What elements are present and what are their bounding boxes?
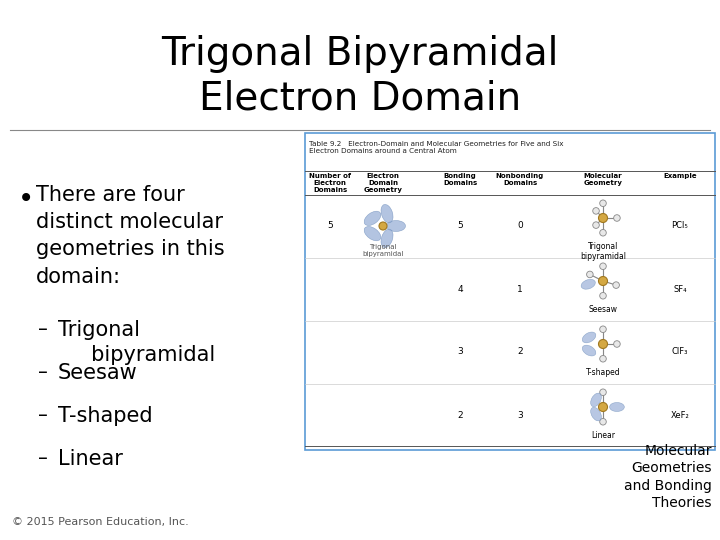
Text: Seesaw: Seesaw (58, 363, 138, 383)
Ellipse shape (610, 402, 624, 411)
Ellipse shape (364, 211, 381, 226)
Text: SF₄: SF₄ (673, 285, 687, 294)
Circle shape (598, 340, 608, 348)
Ellipse shape (590, 407, 601, 421)
Text: Trigonal Bipyramidal: Trigonal Bipyramidal (161, 35, 559, 73)
Ellipse shape (581, 279, 595, 289)
Circle shape (600, 293, 606, 299)
Ellipse shape (381, 205, 393, 223)
Text: Electron
Domain
Geometry: Electron Domain Geometry (364, 173, 402, 193)
Text: 4: 4 (457, 285, 463, 294)
Circle shape (613, 282, 619, 288)
Text: T-shaped: T-shaped (585, 368, 621, 377)
Text: 2: 2 (457, 410, 463, 420)
Text: T-shaped: T-shaped (58, 406, 153, 426)
Text: 2: 2 (517, 348, 523, 356)
Ellipse shape (590, 393, 601, 407)
Circle shape (593, 207, 599, 214)
Circle shape (598, 276, 608, 286)
Text: 5: 5 (327, 221, 333, 231)
Text: Number of
Electron
Domains: Number of Electron Domains (309, 173, 351, 193)
Text: –: – (38, 406, 48, 425)
Text: Linear: Linear (58, 449, 123, 469)
Circle shape (598, 213, 608, 222)
Ellipse shape (582, 345, 596, 356)
Text: 1: 1 (517, 285, 523, 294)
Text: 0: 0 (517, 221, 523, 231)
Text: 3: 3 (457, 348, 463, 356)
Bar (305, 133, 715, 138)
Text: Trigonal
bipyramidal: Trigonal bipyramidal (362, 244, 404, 257)
Text: –: – (38, 363, 48, 382)
Text: Nonbonding
Domains: Nonbonding Domains (496, 173, 544, 186)
Circle shape (600, 200, 606, 206)
Bar (305, 133, 715, 450)
Text: Trigonal
     bipyramidal: Trigonal bipyramidal (58, 320, 215, 365)
Circle shape (600, 355, 606, 362)
Ellipse shape (364, 226, 381, 241)
Ellipse shape (387, 220, 405, 232)
Text: PCl₅: PCl₅ (672, 221, 688, 231)
Text: XeF₂: XeF₂ (670, 410, 689, 420)
Text: ClF₃: ClF₃ (672, 348, 688, 356)
Text: © 2015 Pearson Education, Inc.: © 2015 Pearson Education, Inc. (12, 517, 189, 527)
Text: –: – (38, 320, 48, 339)
Circle shape (600, 418, 606, 425)
Circle shape (600, 389, 606, 395)
Text: –: – (38, 449, 48, 468)
Text: Electron Domain: Electron Domain (199, 80, 521, 118)
Text: Example: Example (663, 173, 697, 179)
Text: Trigonal
bipyramidal: Trigonal bipyramidal (580, 242, 626, 261)
Circle shape (600, 230, 606, 236)
Text: •: • (18, 185, 35, 213)
Text: Bonding
Domains: Bonding Domains (443, 173, 477, 186)
Text: Molecular
Geometries
and Bonding
Theories: Molecular Geometries and Bonding Theorie… (624, 444, 712, 510)
Circle shape (587, 271, 593, 278)
Circle shape (613, 215, 620, 221)
Text: Molecular
Geometry: Molecular Geometry (583, 173, 623, 186)
Text: 3: 3 (517, 410, 523, 420)
Circle shape (600, 326, 606, 333)
Text: Linear: Linear (591, 431, 615, 440)
Text: 5: 5 (457, 221, 463, 231)
Circle shape (600, 263, 606, 269)
Circle shape (379, 222, 387, 230)
Text: There are four
distinct molecular
geometries in this
domain:: There are four distinct molecular geomet… (36, 185, 225, 287)
Circle shape (598, 402, 608, 411)
Text: Table 9.2   Electron-Domain and Molecular Geometries for Five and Six
Electron D: Table 9.2 Electron-Domain and Molecular … (309, 141, 564, 154)
Circle shape (593, 222, 599, 228)
Ellipse shape (582, 332, 596, 343)
Ellipse shape (381, 229, 393, 247)
Circle shape (613, 341, 620, 347)
Text: Seesaw: Seesaw (588, 305, 618, 314)
